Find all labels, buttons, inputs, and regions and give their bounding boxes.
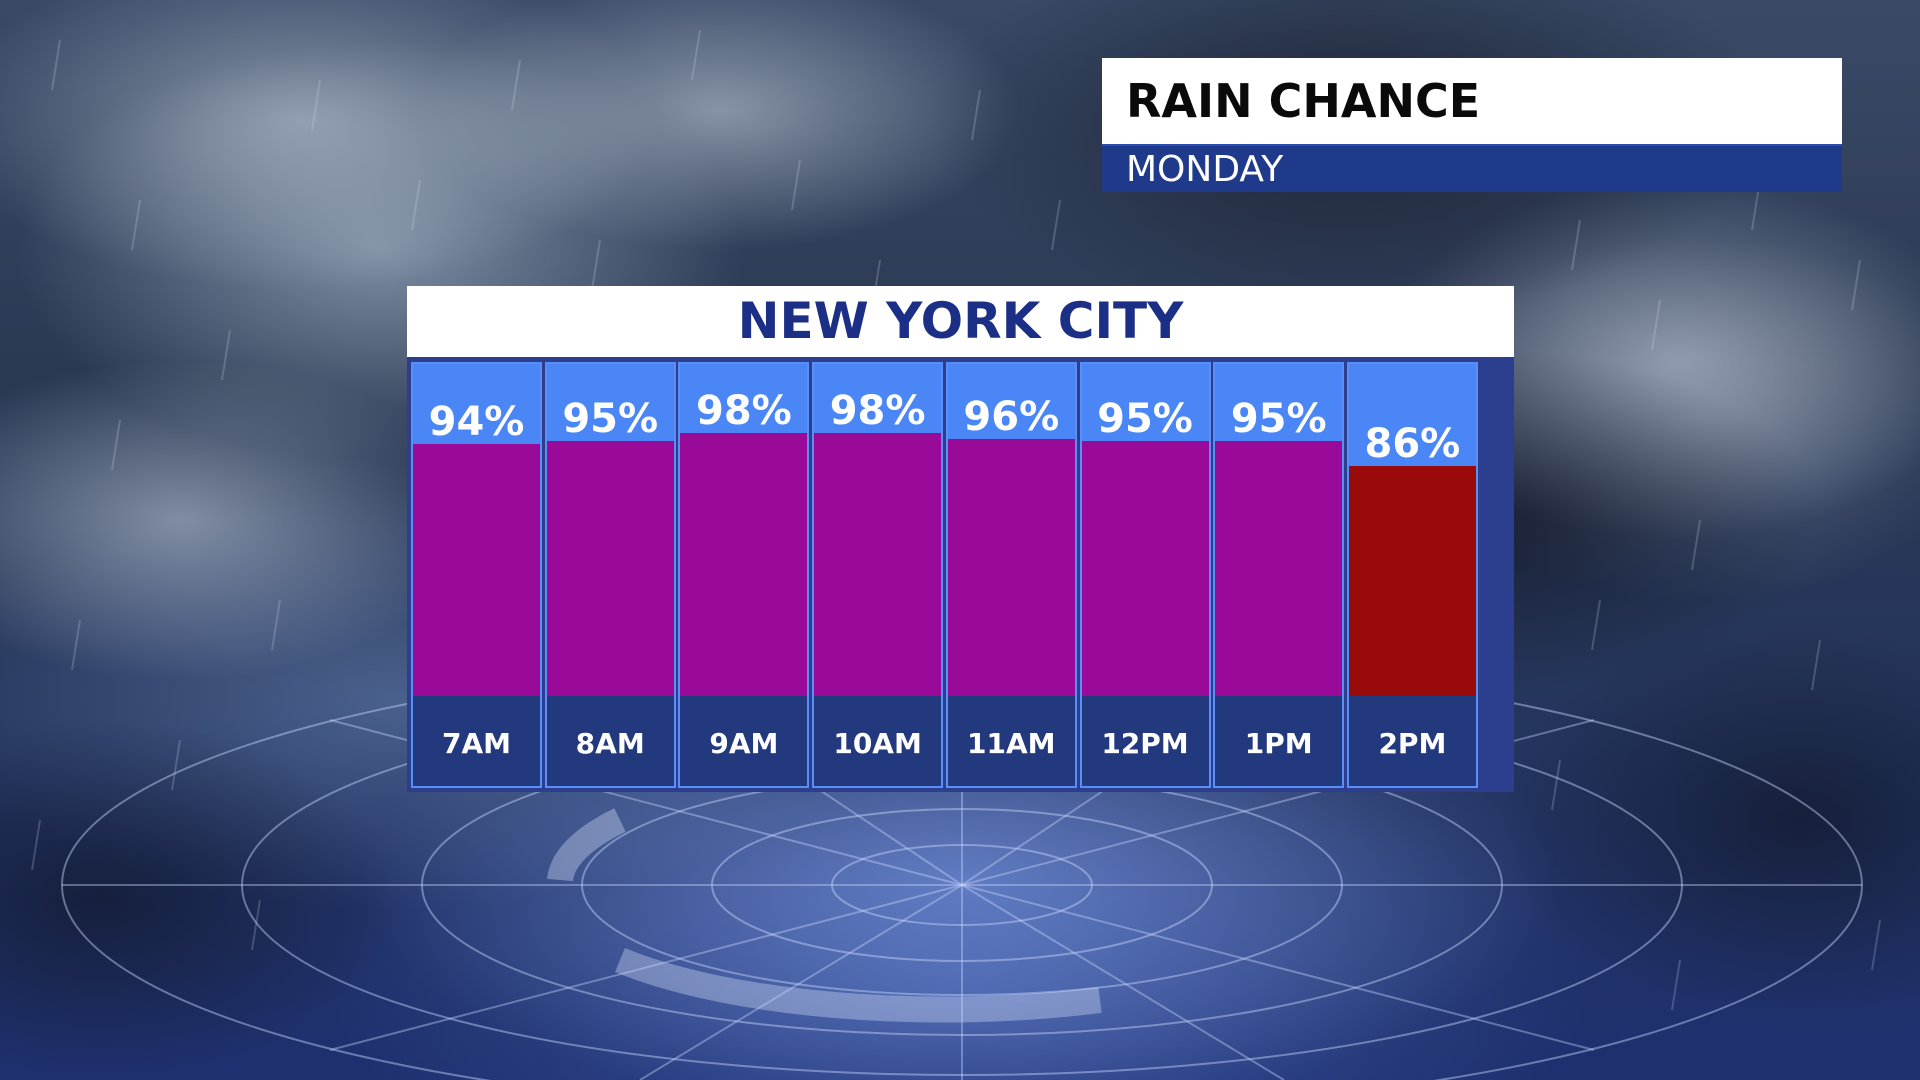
bar — [947, 439, 1075, 696]
bar — [546, 441, 674, 696]
bar-column: 98% 10AM — [812, 362, 944, 788]
bar — [814, 433, 942, 696]
bar-category-label: 1PM — [1215, 696, 1343, 786]
bar — [1348, 466, 1476, 696]
rain-chance-chart: NEW YORK CITY 94% 7AM 95% 8AM 98% 9AM 98% 10AM 9… — [407, 286, 1514, 792]
bar-category-label: 2PM — [1348, 696, 1476, 786]
bar-column: 96% 11AM — [945, 362, 1077, 788]
bar-value-label: 95% — [1097, 396, 1193, 442]
bar-category-label: 7AM — [413, 696, 540, 786]
bar — [1081, 441, 1209, 696]
bar-value-label: 86% — [1364, 421, 1461, 467]
header-subtitle: MONDAY — [1102, 144, 1842, 192]
bars-area: 94% 7AM 95% 8AM 98% 9AM 98% 10AM 96% 11AM 95% 12PM 9… — [407, 357, 1514, 792]
bar-value-label: 94% — [428, 399, 525, 445]
bar — [680, 433, 808, 696]
header-title: RAIN CHANCE — [1102, 58, 1842, 144]
bar-column: 98% 9AM — [678, 362, 810, 788]
bar-value-label: 96% — [963, 394, 1060, 440]
bar-category-label: 10AM — [814, 696, 942, 786]
chart-title: NEW YORK CITY — [407, 286, 1514, 357]
bar — [413, 444, 540, 696]
bar-value-label: 98% — [829, 388, 926, 434]
bar-column: 94% 7AM — [411, 362, 542, 788]
bar-column: 95% 1PM — [1213, 362, 1345, 788]
bar-column: 95% 12PM — [1079, 362, 1211, 788]
bar-category-label: 9AM — [680, 696, 808, 786]
bar-category-label: 8AM — [546, 696, 674, 786]
bar-value-label: 98% — [696, 388, 792, 434]
bar-value-label: 95% — [562, 396, 659, 442]
bar-column: 95% 8AM — [544, 362, 676, 788]
bar — [1215, 441, 1343, 696]
bar-category-label: 11AM — [947, 696, 1075, 786]
bar-column: 86% 2PM — [1346, 362, 1478, 788]
bar-value-label: 95% — [1230, 396, 1327, 442]
bar-category-label: 12PM — [1081, 696, 1209, 786]
header-box: RAIN CHANCE MONDAY — [1102, 58, 1842, 192]
